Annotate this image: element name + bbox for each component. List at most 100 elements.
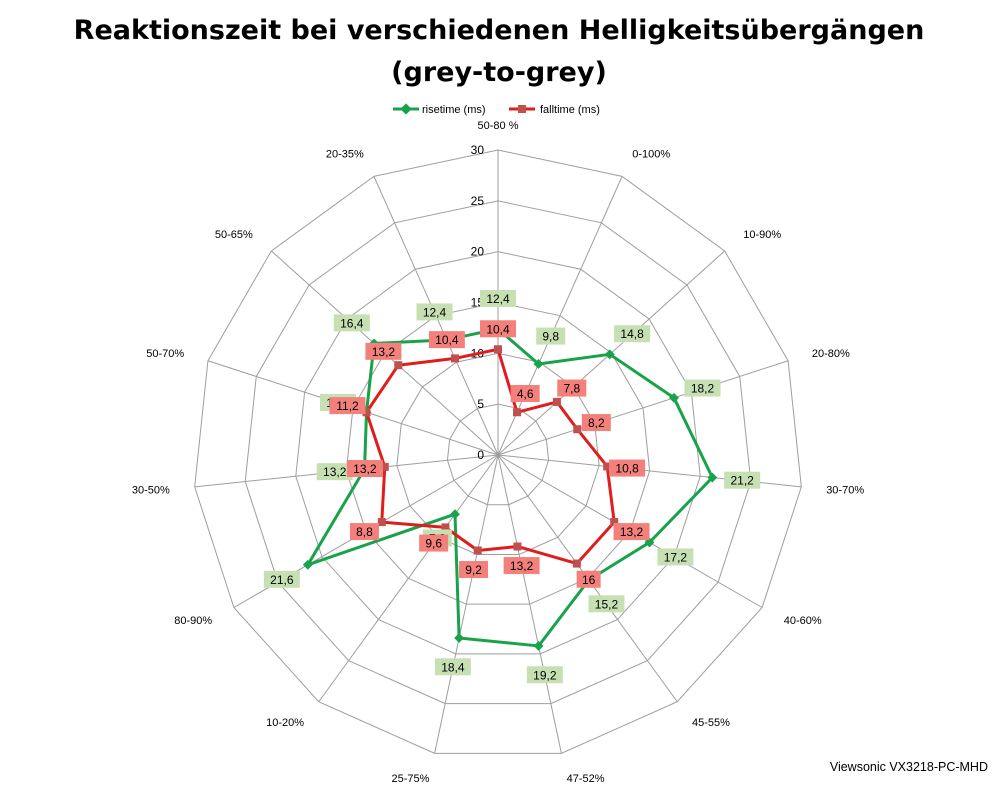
grid-ring-2 <box>396 352 600 555</box>
falltime-point <box>362 408 371 417</box>
data-label-bg <box>576 570 601 588</box>
data-label: 12,4 <box>423 305 447 319</box>
category-label: 25-75% <box>391 773 429 785</box>
data-label: 13,2 <box>620 525 644 539</box>
chart-title-line2: (grey-to-grey) <box>391 57 607 88</box>
data-label-bg <box>503 557 540 575</box>
data-label-bg <box>724 471 761 489</box>
risetime-point <box>302 559 313 570</box>
grid-ring-1 <box>446 403 550 506</box>
falltime-point <box>494 345 502 354</box>
chart-title-line1: Reaktionszeit bei verschiedenen Helligke… <box>73 15 925 46</box>
legend-risetime-marker <box>400 103 412 115</box>
legend-risetime-label: risetime (ms) <box>422 104 486 116</box>
risetime-point <box>450 509 460 520</box>
data-label-bg <box>349 523 379 541</box>
data-label: 13,2 <box>372 345 396 359</box>
risetime-point <box>533 359 544 369</box>
category-label: 50-70% <box>146 348 184 360</box>
data-label-bg <box>609 459 646 477</box>
data-label-bg <box>614 325 651 343</box>
data-label: 8,8 <box>356 525 373 539</box>
data-label-bg <box>684 379 721 397</box>
data-label-bg <box>588 595 625 613</box>
category-label: 50-80 % <box>478 120 519 132</box>
grid-ring-4 <box>295 251 701 655</box>
falltime-point <box>380 462 389 471</box>
data-label-bg <box>419 534 449 552</box>
series-line-0 <box>306 327 714 648</box>
data-label: 17,2 <box>664 550 688 564</box>
data-label: 10,8 <box>615 462 639 476</box>
data-label-bg <box>333 314 370 332</box>
r-tick-label: 5 <box>477 397 484 411</box>
falltime-point <box>573 425 582 434</box>
category-label: 80-90% <box>174 615 212 627</box>
data-label: 9,2 <box>465 563 482 577</box>
data-label-bg <box>416 303 453 321</box>
radar-grid <box>194 149 802 754</box>
data-label-bg <box>536 327 566 345</box>
risetime-point <box>454 633 465 643</box>
legend-falltime-label: falltime (ms) <box>540 104 600 116</box>
falltime-point <box>572 559 581 568</box>
risetime-point <box>533 640 544 651</box>
data-label: 9,6 <box>425 537 442 551</box>
data-label: 10,4 <box>486 322 510 336</box>
falltime-point <box>513 542 522 551</box>
category-label: 47-52% <box>567 773 605 785</box>
data-label-bg <box>459 561 489 579</box>
risetime-point <box>604 349 615 360</box>
data-label: 14,8 <box>620 327 644 341</box>
r-tick-label: 25 <box>471 194 485 208</box>
grid-spoke-3 <box>497 360 789 456</box>
category-label: 50-65% <box>215 229 253 241</box>
chart-title: Reaktionszeit bei verschiedenen Helligke… <box>0 10 998 94</box>
data-label: 13,2 <box>510 559 534 573</box>
data-label: 18,2 <box>691 382 715 396</box>
category-label: 20-80% <box>812 348 850 360</box>
series-layer <box>302 323 718 651</box>
data-label-bg <box>434 658 471 676</box>
category-label: 20-35% <box>326 149 364 161</box>
falltime-point <box>441 523 450 532</box>
category-label: 40-60% <box>784 615 822 627</box>
falltime-point <box>394 361 403 370</box>
data-label-bg <box>480 320 516 338</box>
data-label: 19,2 <box>533 668 557 682</box>
risetime-point <box>707 472 718 483</box>
category-label: 0-100% <box>632 149 670 161</box>
data-label-bg <box>657 548 694 566</box>
falltime-point <box>603 462 612 471</box>
data-label: 16 <box>582 573 596 587</box>
falltime-point <box>513 408 522 417</box>
data-label-bg <box>329 397 366 415</box>
risetime-point <box>669 392 679 403</box>
data-label-bg <box>581 414 611 432</box>
category-label: 30-70% <box>826 484 864 496</box>
grid-spoke-9 <box>318 454 499 703</box>
data-label: 9,8 <box>542 330 559 344</box>
data-label: 13,2 <box>323 465 347 479</box>
category-labels: 50-80 % 0-100% 10-90% 20-80% 30-70% 40-60% 45-… <box>132 120 864 785</box>
category-label: 45-55% <box>692 717 730 729</box>
grid-spoke-7 <box>497 454 562 754</box>
falltime-point <box>377 518 386 527</box>
data-labels: 12,49,814,818,221,217,215,219,218,47,221… <box>263 289 761 684</box>
data-label-bg <box>316 463 353 481</box>
data-label-bg <box>263 570 300 588</box>
data-label: 10,4 <box>435 333 459 347</box>
data-label: 13,2 <box>353 462 377 476</box>
data-label: 16,4 <box>340 316 364 330</box>
data-label: 15,2 <box>595 597 619 611</box>
data-label: 21,6 <box>270 573 294 587</box>
falltime-point <box>552 397 561 406</box>
data-label: 12,4 <box>486 292 510 306</box>
data-label-bg <box>557 379 587 397</box>
r-tick-label: 30 <box>471 143 485 157</box>
data-label: 18,4 <box>441 660 465 674</box>
data-label-bg <box>365 342 402 360</box>
data-label-bg <box>526 666 563 684</box>
data-label: 11,2 <box>336 399 359 413</box>
